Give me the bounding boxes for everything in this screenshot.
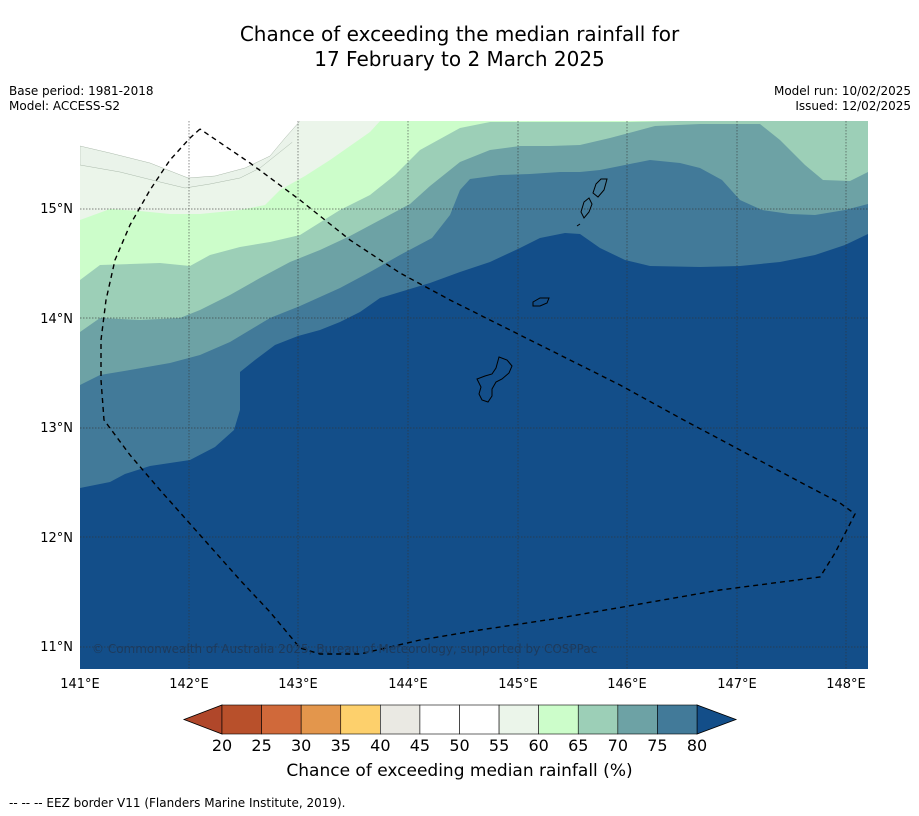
colorbar-segment: [657, 704, 698, 735]
lon-label-144: 144°E: [388, 677, 428, 692]
colorbar-segment: [221, 704, 262, 735]
colorbar-tick-label: 30: [291, 736, 311, 755]
colorbar-ticks: 20 25 30 35 40 45 50 55 60 65 70 75 80: [212, 736, 707, 755]
colorbar-tick-label: 55: [489, 736, 509, 755]
lon-label-142: 142°E: [169, 677, 209, 692]
colorbar-tick-label: 40: [370, 736, 390, 755]
colorbar-tick-label: 75: [647, 736, 667, 755]
title-line-2: 17 February to 2 March 2025: [314, 47, 605, 71]
colorbar-segment: [538, 704, 579, 735]
islands: [476, 178, 608, 403]
contour-45-55: [80, 121, 300, 178]
colorbar-tick-label: 35: [331, 736, 351, 755]
island-rota: [532, 297, 550, 307]
colorbar-tick-label: 80: [687, 736, 707, 755]
colorbar-title: Chance of exceeding median rainfall (%): [286, 761, 633, 781]
lat-label-14: 14°N: [40, 312, 73, 327]
colorbar-segment: [617, 704, 658, 735]
map-copyright: © Commonwealth of Australia 2025, Bureau…: [92, 642, 597, 656]
lon-labels: 141°E 142°E 143°E 144°E 145°E 146°E 147°…: [60, 677, 866, 692]
colorbar-boxes: [221, 704, 698, 735]
lat-labels: 15°N 14°N 13°N 12°N 11°N: [40, 202, 73, 655]
lat-label-15: 15°N: [40, 202, 73, 217]
colorbar-tick-label: 70: [608, 736, 628, 755]
meta-left: Base period: 1981-2018 Model: ACCESS-S2: [9, 84, 154, 114]
colorbar-tick-label: 45: [410, 736, 430, 755]
chart-title: Chance of exceeding the median rainfall …: [0, 22, 919, 72]
colorbar-segment: [459, 704, 500, 735]
island-saipan: [592, 178, 608, 198]
colorbar-segment: [498, 704, 539, 735]
colorbar-segment: [577, 704, 619, 735]
footer-note: -- -- -- EEZ border V11 (Flanders Marine…: [9, 796, 346, 810]
rainfall-map: © Commonwealth of Australia 2025, Bureau…: [40, 121, 868, 755]
lat-label-13: 13°N: [40, 421, 73, 436]
base-period: Base period: 1981-2018: [9, 84, 154, 98]
meta-right: Model run: 10/02/2025 Issued: 12/02/2025: [774, 84, 911, 114]
lat-label-12: 12°N: [40, 531, 73, 546]
island-guam: [476, 356, 513, 403]
colorbar-high-arrow: [696, 704, 738, 735]
colorbar-tick-label: 65: [568, 736, 588, 755]
island-tinian: [580, 197, 593, 219]
lon-label-141: 141°E: [60, 677, 100, 692]
colorbar-low-arrow: [182, 704, 223, 735]
colorbar-segment: [300, 704, 342, 735]
lon-label-145: 145°E: [498, 677, 538, 692]
model-name: Model: ACCESS-S2: [9, 99, 121, 113]
eez-border: [100, 128, 856, 655]
colorbar-segment: [340, 704, 381, 735]
lon-label-143: 143°E: [278, 677, 318, 692]
colorbar-tick-label: 20: [212, 736, 232, 755]
contour-layers: [80, 121, 868, 669]
issued-date: Issued: 12/02/2025: [795, 99, 911, 113]
lon-label-148: 148°E: [826, 677, 866, 692]
model-run: Model run: 10/02/2025: [773, 84, 911, 98]
gridlines: [80, 121, 868, 669]
lat-label-11: 11°N: [40, 640, 73, 655]
title-line-1: Chance of exceeding the median rainfall …: [239, 22, 680, 46]
island-aguijan: [576, 223, 581, 227]
lon-label-147: 147°E: [717, 677, 757, 692]
colorbar-segment: [261, 704, 302, 735]
colorbar-tick-label: 60: [528, 736, 548, 755]
colorbar: 20 25 30 35 40 45 50 55 60 65 70 75 80: [182, 704, 738, 755]
lon-label-146: 146°E: [607, 677, 647, 692]
colorbar-tick-label: 50: [449, 736, 469, 755]
colorbar-tick-label: 25: [251, 736, 271, 755]
colorbar-segment: [419, 704, 460, 735]
colorbar-segment: [380, 704, 421, 735]
contour-55-60-right: [230, 121, 380, 208]
